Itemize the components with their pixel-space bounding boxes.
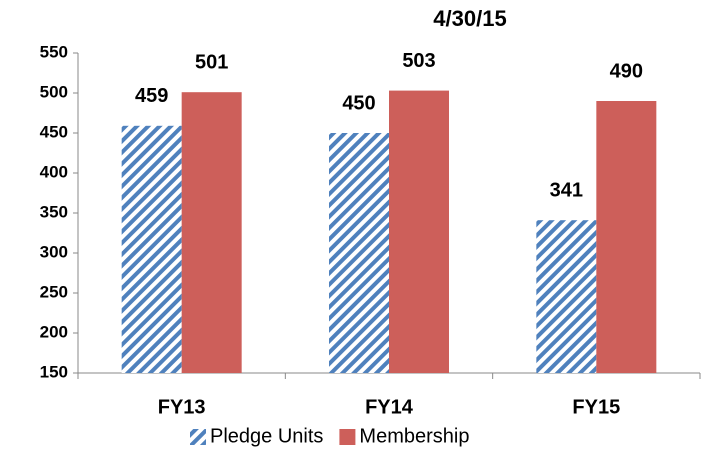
- bar: [536, 220, 597, 373]
- y-tick-label: 150: [40, 362, 68, 381]
- y-tick-label: 300: [40, 242, 68, 261]
- legend-label: Pledge Units: [210, 425, 323, 447]
- x-tick-label: FY13: [158, 396, 206, 418]
- value-label: 341: [550, 179, 583, 201]
- bar: [181, 92, 242, 373]
- y-tick-label: 350: [40, 202, 68, 221]
- value-label: 459: [135, 85, 168, 107]
- value-label: 490: [610, 60, 643, 82]
- bar: [389, 90, 449, 373]
- bar: [121, 125, 182, 373]
- chart-title: 4/30/15: [433, 6, 506, 31]
- y-tick-label: 550: [40, 42, 68, 61]
- legend-swatch: [190, 429, 206, 445]
- value-label: 501: [195, 51, 228, 73]
- legend-swatch: [339, 429, 356, 445]
- y-tick-label: 450: [40, 122, 68, 141]
- bar: [329, 133, 389, 373]
- x-tick-label: FY15: [572, 396, 620, 418]
- x-tick-label: FY14: [365, 396, 414, 418]
- legend-label: Membership: [359, 425, 469, 447]
- bar: [596, 101, 657, 373]
- y-tick-label: 250: [40, 282, 68, 301]
- y-tick-label: 400: [40, 162, 68, 181]
- y-tick-label: 200: [40, 322, 68, 341]
- value-label: 450: [342, 92, 375, 114]
- y-tick-label: 500: [40, 82, 68, 101]
- value-label: 503: [402, 50, 435, 72]
